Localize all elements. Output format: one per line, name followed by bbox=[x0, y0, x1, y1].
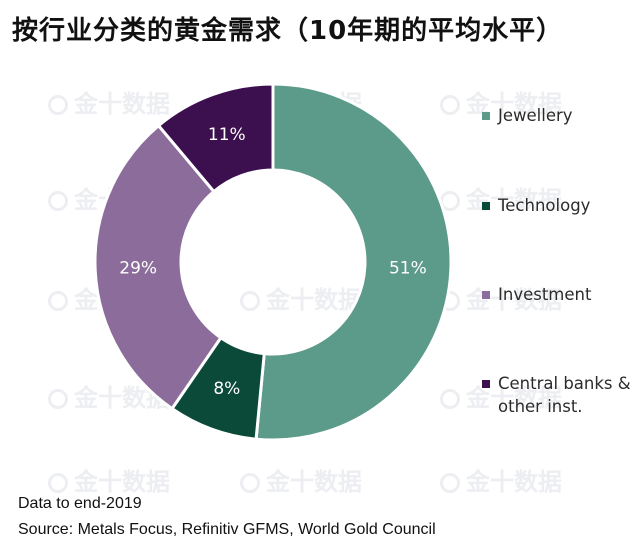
legend-swatch bbox=[482, 380, 490, 388]
data-label: 11% bbox=[208, 125, 246, 145]
legend-item-technology: Technology bbox=[482, 194, 638, 217]
source-note: Source: Metals Focus, Refinitiv GFMS, Wo… bbox=[18, 521, 436, 538]
legend-label: Investment bbox=[498, 285, 592, 304]
legend-item-jewellery: Jewellery bbox=[482, 104, 638, 127]
data-label: 8% bbox=[213, 379, 240, 399]
data-label: 51% bbox=[389, 258, 427, 278]
legend-item-central-banks: Central banks & other inst. bbox=[482, 372, 638, 418]
data-label: 29% bbox=[119, 258, 157, 278]
legend-swatch bbox=[482, 291, 490, 299]
slice-jewellery bbox=[254, 82, 453, 442]
legend-label: Jewellery bbox=[498, 106, 573, 125]
legend-item-investment: Investment bbox=[482, 283, 638, 306]
slice-central-banks bbox=[156, 82, 275, 194]
chart-title: 按行业分类的黄金需求（10年期的平均水平） bbox=[12, 16, 564, 46]
data-note: Data to end-2019 bbox=[18, 495, 142, 512]
legend-swatch bbox=[482, 112, 490, 120]
slice-investment bbox=[93, 123, 223, 411]
legend-swatch bbox=[482, 202, 490, 210]
legend-label: Technology bbox=[498, 196, 591, 215]
legend-label: Central banks & other inst. bbox=[498, 374, 631, 416]
